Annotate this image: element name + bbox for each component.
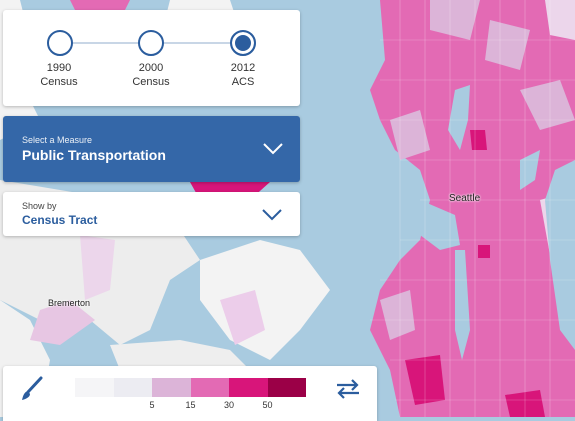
- measure-caption: Select a Measure: [22, 135, 93, 145]
- timeline-node-2000[interactable]: [138, 30, 164, 56]
- show-by-select[interactable]: Show by Census Tract: [3, 192, 300, 236]
- timeline-label-2000: 2000 Census: [116, 61, 186, 89]
- legend-panel: 5 15 30 50: [3, 366, 377, 421]
- chevron-down-icon: [263, 143, 283, 155]
- legend-tick-label: 5: [149, 400, 155, 410]
- show-by-caption: Show by: [22, 201, 57, 211]
- brush-icon[interactable]: [20, 376, 44, 402]
- legend-swatch: [190, 378, 229, 397]
- legend-swatch: [267, 378, 306, 397]
- legend-swatch: [152, 378, 191, 397]
- timeline-year: 1990: [46, 62, 72, 74]
- legend-tick-label: 30: [223, 400, 234, 410]
- legend-tick-label: 50: [262, 400, 273, 410]
- timeline-label-2012: 2012 ACS: [208, 61, 278, 89]
- measure-value: Public Transportation: [22, 147, 166, 163]
- swap-arrows-icon[interactable]: [333, 378, 363, 400]
- timeline-source: Census: [40, 76, 78, 88]
- timeline-source: Census: [132, 76, 170, 88]
- map-label-seattle: Seattle: [449, 193, 481, 204]
- legend-swatch: [229, 378, 268, 397]
- legend-swatch: [75, 378, 114, 397]
- timeline-label-1990: 1990 Census: [24, 61, 94, 89]
- chevron-down-icon: [262, 209, 282, 221]
- legend-tick-label: 15: [185, 400, 196, 410]
- map-label-bremerton: Bremerton: [48, 298, 91, 308]
- timeline-year: 2000: [138, 62, 164, 74]
- show-by-value: Census Tract: [22, 213, 98, 227]
- timeline-panel: 1990 Census 2000 Census 2012 ACS: [3, 10, 300, 106]
- timeline-source: ACS: [231, 76, 255, 88]
- measure-select[interactable]: Select a Measure Public Transportation: [3, 116, 300, 182]
- timeline-year: 2012: [230, 62, 256, 74]
- legend-swatch: [113, 378, 152, 397]
- timeline-node-1990[interactable]: [47, 30, 73, 56]
- timeline-node-2012[interactable]: [230, 30, 256, 56]
